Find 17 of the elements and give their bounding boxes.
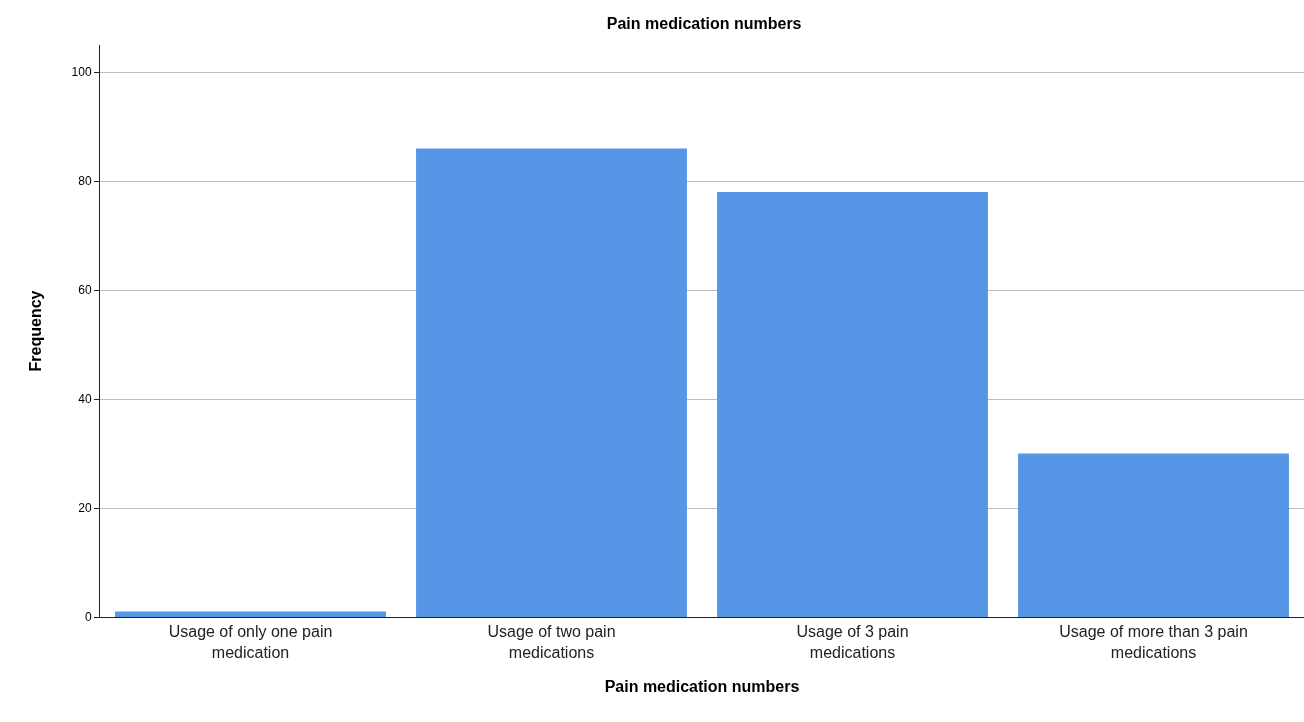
bar	[1018, 453, 1289, 617]
x-tick-label: Usage of more than 3 pain medications	[1059, 623, 1248, 661]
y-tick-label: 100	[71, 65, 92, 80]
y-tick-label: 40	[78, 392, 92, 407]
y-tick-label: 80	[78, 174, 92, 189]
bar	[717, 192, 988, 617]
x-tick-label: Usage of only one pain medication	[168, 623, 333, 661]
y-tick-label: 60	[78, 283, 92, 298]
bar	[115, 611, 386, 617]
y-tick-label: 0	[84, 610, 92, 625]
y-tick-label: 20	[78, 501, 92, 516]
x-tick-label: Usage of 3 pain medications	[796, 623, 909, 661]
x-axis-title: Pain medication numbers	[604, 677, 800, 695]
x-tick-label: Usage of two pain medications	[487, 623, 616, 661]
chart-title: Pain medication numbers	[606, 15, 802, 33]
y-axis-title: Frequency	[27, 290, 45, 372]
bar	[416, 148, 687, 617]
